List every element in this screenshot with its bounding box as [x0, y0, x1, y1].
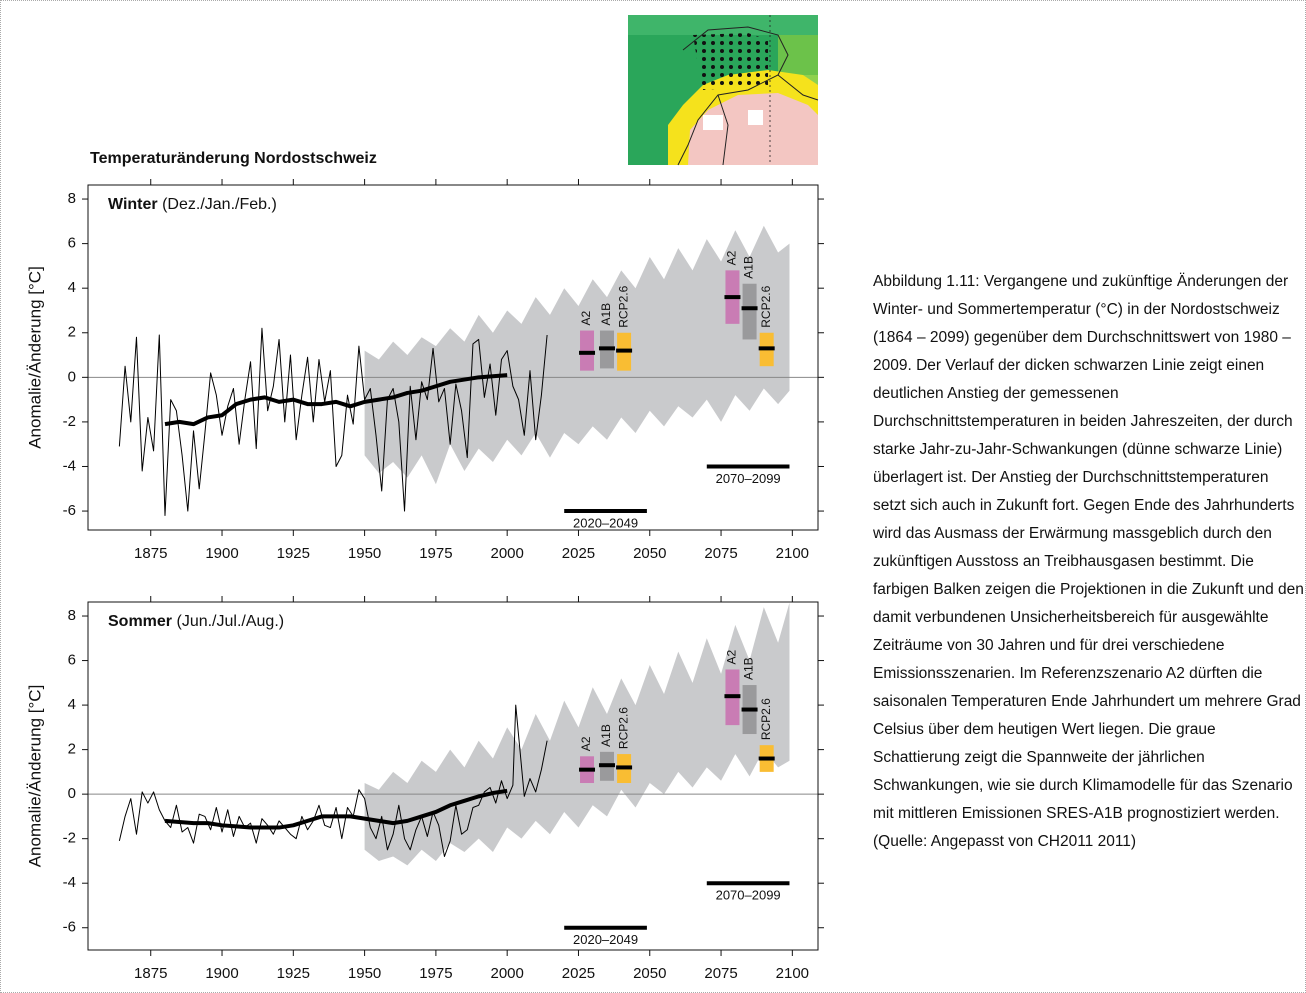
scenario-label: RCP2.6	[616, 285, 630, 327]
x-tick-label: 1975	[419, 965, 452, 982]
period-label: 2070–2099	[716, 888, 781, 903]
scenario-median	[742, 306, 758, 310]
x-tick-label: 1950	[348, 965, 381, 982]
scenario-median	[724, 295, 740, 299]
scenario-median	[579, 768, 595, 772]
x-tick-label: 1900	[205, 545, 238, 562]
season: Sommer	[108, 613, 172, 630]
x-tick-label: 2050	[633, 965, 666, 982]
y-tick-label: 4	[68, 696, 76, 713]
page: Temperaturänderung Nordostschweiz -6 -4 -2…	[0, 0, 1306, 993]
scenario-median	[599, 763, 615, 767]
scenario-median	[759, 346, 775, 350]
season: Winter	[108, 196, 158, 213]
y-tick-label: 4	[68, 279, 76, 296]
region-map	[628, 15, 818, 165]
y-tick-label: 8	[68, 190, 76, 207]
x-tick-label: 1875	[134, 545, 167, 562]
x-tick-label: 2100	[776, 545, 809, 562]
x-tick-label: 1950	[348, 545, 381, 562]
chart-title: Winter (Dez./Jan./Feb.)	[108, 196, 277, 213]
x-tick-label: 1975	[419, 545, 452, 562]
scenario-label: A2	[725, 250, 739, 265]
caption-text: Vergangene und zukünftige Änderungen der…	[873, 273, 1304, 850]
x-tick-label: 2025	[562, 545, 595, 562]
x-tick-label: 2050	[633, 545, 666, 562]
x-tick-label: 2000	[490, 545, 523, 562]
scenario-range	[743, 284, 757, 340]
scenario-label: A1B	[599, 303, 613, 326]
x-tick-label: 1925	[277, 965, 310, 982]
x-tick-label: 2075	[704, 545, 737, 562]
plot	[88, 603, 818, 866]
y-tick-label: -4	[63, 874, 76, 891]
x-tick-label: 1875	[134, 965, 167, 982]
scenario-median	[724, 694, 740, 698]
y-tick-label: -4	[63, 457, 76, 474]
y-tick-label: -2	[63, 413, 76, 430]
x-tick-label: 1925	[277, 545, 310, 562]
scenario-label: A1B	[599, 724, 613, 747]
x-tick-label: 2075	[704, 965, 737, 982]
scenario-median	[616, 349, 632, 353]
period-label: 2020–2049	[573, 932, 638, 947]
caption-label: Abbildung 1.11:	[873, 273, 980, 290]
scenario-label: A1B	[742, 657, 756, 680]
scenario-label: A2	[579, 736, 593, 751]
uncertainty-band	[365, 603, 790, 866]
y-tick-label: 2	[68, 741, 76, 758]
scenario-median	[599, 346, 615, 350]
x-tick-label: 2100	[776, 965, 809, 982]
y-tick-label: 0	[68, 785, 76, 802]
y-axis-label: Anomalie/Änderung [°C]	[25, 266, 44, 449]
scenario-label: RCP2.6	[759, 698, 773, 740]
scenario-label: RCP2.6	[759, 285, 773, 327]
scenario-median	[616, 765, 632, 769]
y-axis-label: Anomalie/Änderung [°C]	[25, 685, 44, 868]
season-months: (Jun./Jul./Aug.)	[176, 613, 284, 630]
y-tick-label: 8	[68, 607, 76, 624]
scenario-median	[742, 708, 758, 712]
y-tick-label: 6	[68, 235, 76, 252]
y-tick-label: -2	[63, 830, 76, 847]
scenario-label: RCP2.6	[616, 707, 630, 749]
plot	[88, 226, 818, 516]
season-months: (Dez./Jan./Feb.)	[162, 196, 277, 213]
scenario-range	[580, 331, 594, 371]
period-label: 2020–2049	[573, 515, 638, 530]
y-tick-label: 0	[68, 368, 76, 385]
scenario-median	[579, 351, 595, 355]
caption: Abbildung 1.11: Vergangene und zukünftig…	[873, 268, 1305, 856]
y-tick-label: -6	[63, 919, 76, 936]
x-tick-label: 1900	[205, 965, 238, 982]
y-tick-label: 2	[68, 324, 76, 341]
y-tick-label: 6	[68, 652, 76, 669]
scenario-label: A2	[579, 311, 593, 326]
figure-title: Temperaturänderung Nordostschweiz	[90, 150, 377, 167]
y-tick-label: -6	[63, 502, 76, 519]
scenario-label: A2	[725, 649, 739, 664]
scenario-label: A1B	[742, 256, 756, 279]
scenario-median	[759, 757, 775, 761]
x-tick-label: 2025	[562, 965, 595, 982]
chart-title: Sommer (Jun./Jul./Aug.)	[108, 613, 284, 630]
x-tick-label: 2000	[490, 965, 523, 982]
period-label: 2070–2099	[716, 471, 781, 486]
